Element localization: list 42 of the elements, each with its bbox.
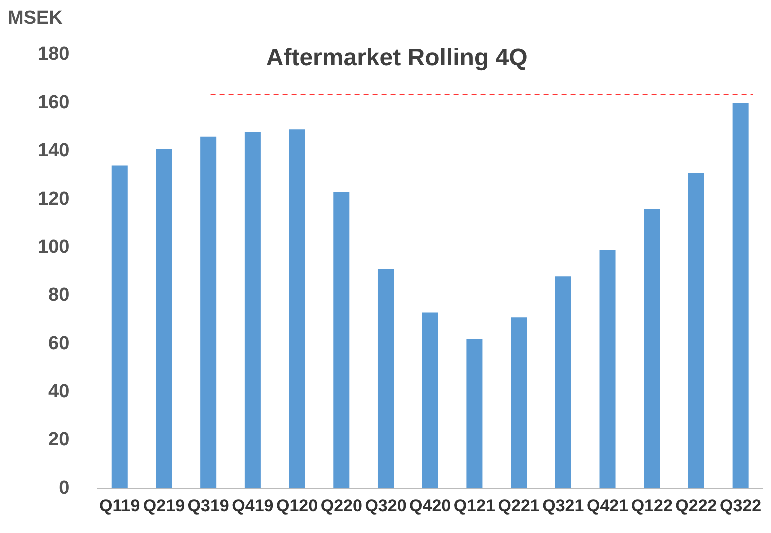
x-tick-label: Q322 (720, 496, 762, 516)
x-tick-label: Q420 (410, 496, 452, 516)
y-tick-label: 0 (59, 478, 70, 499)
x-tick-label: Q321 (542, 496, 584, 516)
x-tick-label: Q220 (320, 496, 362, 516)
x-tick-label: Q119 (100, 496, 140, 516)
y-tick-label: 140 (38, 140, 70, 162)
bar (334, 192, 350, 489)
y-axis-title: MSEK (8, 8, 63, 30)
y-tick-label: 20 (48, 430, 70, 451)
bar (732, 103, 749, 489)
bar (466, 339, 483, 489)
x-tick-label: Q419 (232, 496, 274, 516)
x-tick-label: Q221 (498, 496, 540, 516)
y-tick-label: 180 (38, 44, 70, 66)
bar (688, 173, 704, 489)
y-tick-label: 60 (48, 333, 70, 354)
x-tick-label: Q121 (454, 496, 496, 516)
x-tick-label: Q319 (188, 496, 230, 516)
bar (555, 276, 572, 489)
x-tick-label: Q122 (631, 496, 673, 516)
y-tick-label: 160 (38, 92, 70, 114)
y-tick-label: 100 (38, 236, 70, 258)
bar (600, 250, 616, 489)
y-tick-label: 40 (48, 381, 70, 402)
x-tick-label: Q421 (586, 496, 629, 516)
bar (289, 130, 306, 489)
x-tick-label: Q219 (143, 496, 186, 516)
bar (156, 148, 172, 489)
x-tick-label: Q222 (676, 496, 718, 516)
bar (112, 166, 128, 489)
x-tick-label: Q320 (365, 496, 407, 516)
chart-title: Aftermarket Rolling 4Q (266, 44, 528, 72)
bar (200, 136, 217, 489)
bar (511, 318, 528, 489)
y-tick-label: 120 (38, 188, 70, 210)
bar (378, 269, 394, 489)
y-tick-label: 80 (48, 285, 70, 306)
bar (422, 312, 438, 489)
bar (244, 132, 261, 489)
bar (644, 209, 660, 489)
x-tick-label: Q120 (276, 496, 318, 516)
